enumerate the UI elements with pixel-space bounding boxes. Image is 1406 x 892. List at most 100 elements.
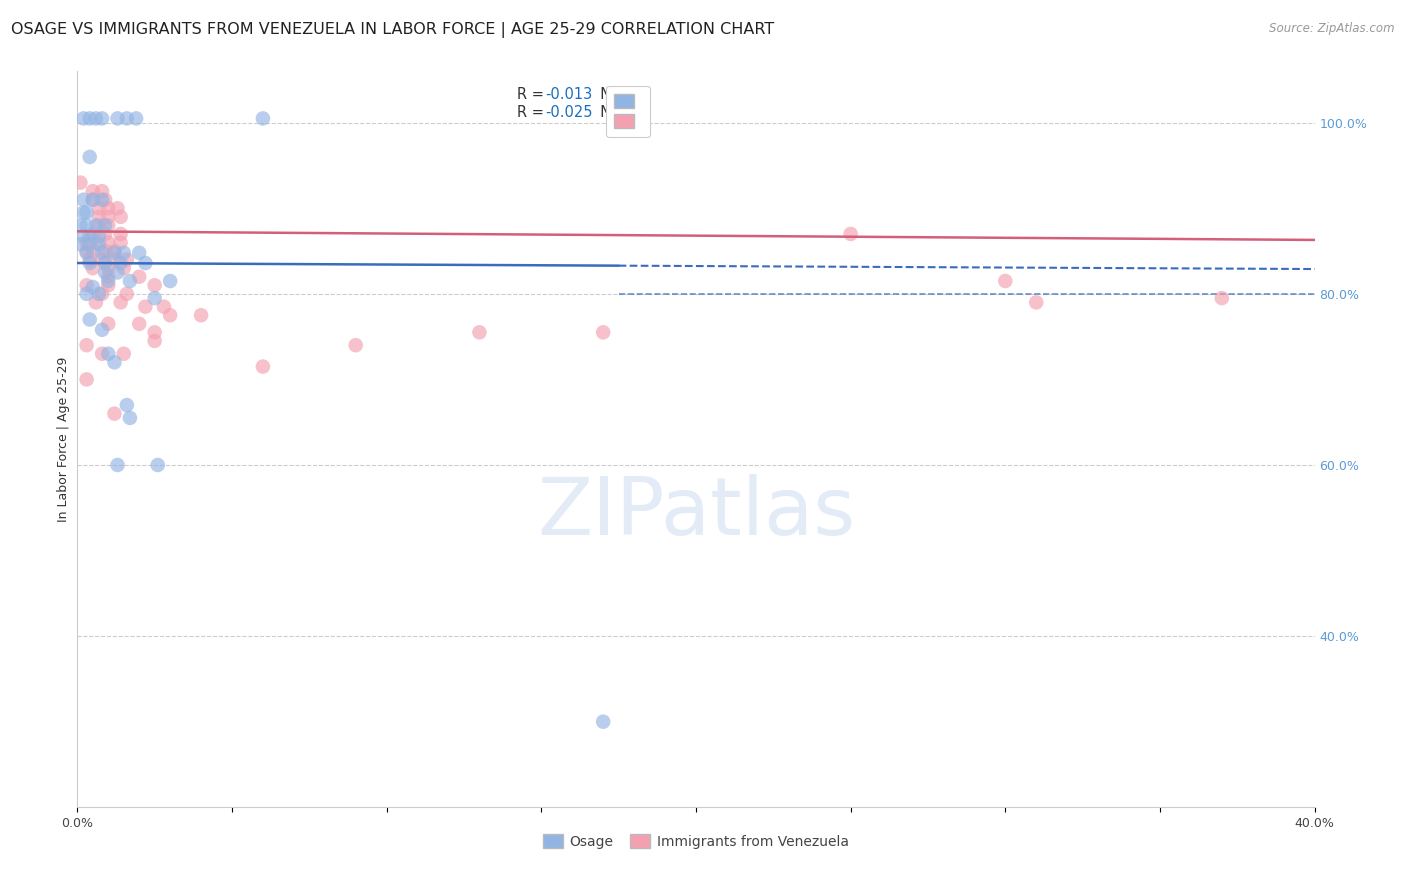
Point bbox=[84, 235, 107, 250]
Point bbox=[97, 278, 120, 293]
Point bbox=[994, 274, 1017, 288]
Point bbox=[252, 359, 274, 374]
Point bbox=[91, 286, 114, 301]
Point bbox=[97, 210, 120, 224]
Point bbox=[94, 244, 117, 258]
Point bbox=[94, 256, 117, 270]
Point bbox=[87, 237, 110, 252]
Text: R =: R = bbox=[516, 87, 548, 103]
Point bbox=[153, 300, 176, 314]
Point bbox=[118, 274, 141, 288]
Text: R =: R = bbox=[516, 105, 548, 120]
Point bbox=[94, 227, 117, 241]
Point bbox=[82, 244, 104, 258]
Point bbox=[112, 245, 135, 260]
Point bbox=[72, 205, 94, 219]
Point bbox=[91, 323, 114, 337]
Point bbox=[94, 265, 117, 279]
Point bbox=[112, 261, 135, 276]
Point bbox=[76, 372, 98, 386]
Point bbox=[91, 112, 114, 126]
Point bbox=[84, 219, 107, 233]
Point bbox=[134, 300, 156, 314]
Point bbox=[115, 112, 138, 126]
Point bbox=[76, 286, 98, 301]
Point bbox=[110, 256, 132, 270]
Point bbox=[79, 312, 101, 326]
Point bbox=[97, 219, 120, 233]
Text: N =: N = bbox=[591, 87, 633, 103]
Point bbox=[84, 295, 107, 310]
Text: N =: N = bbox=[591, 105, 633, 120]
Point bbox=[143, 291, 166, 305]
Point bbox=[97, 347, 120, 361]
Point bbox=[839, 227, 862, 241]
Point bbox=[134, 256, 156, 270]
Point bbox=[128, 245, 150, 260]
Point bbox=[87, 219, 110, 233]
Point bbox=[76, 338, 98, 352]
Text: -0.025: -0.025 bbox=[546, 105, 592, 120]
Y-axis label: In Labor Force | Age 25-29: In Labor Force | Age 25-29 bbox=[58, 357, 70, 522]
Point bbox=[1025, 295, 1047, 310]
Point bbox=[82, 227, 104, 241]
Point bbox=[110, 210, 132, 224]
Point bbox=[76, 245, 98, 260]
Point bbox=[79, 228, 101, 243]
Point bbox=[252, 112, 274, 126]
Point bbox=[94, 193, 117, 207]
Text: 60: 60 bbox=[617, 105, 636, 120]
Point bbox=[1211, 291, 1233, 305]
Text: ZIPatlas: ZIPatlas bbox=[537, 474, 855, 552]
Point bbox=[115, 398, 138, 412]
Text: Source: ZipAtlas.com: Source: ZipAtlas.com bbox=[1270, 22, 1395, 36]
Point bbox=[110, 235, 132, 250]
Point bbox=[344, 338, 367, 352]
Point bbox=[128, 269, 150, 284]
Point bbox=[159, 308, 181, 322]
Point bbox=[87, 286, 110, 301]
Point bbox=[79, 237, 101, 252]
Point bbox=[91, 184, 114, 198]
Point bbox=[76, 219, 98, 233]
Point bbox=[107, 265, 129, 279]
Point bbox=[115, 286, 138, 301]
Point bbox=[190, 308, 212, 322]
Point bbox=[125, 112, 148, 126]
Point bbox=[91, 347, 114, 361]
Point bbox=[468, 326, 491, 340]
Point bbox=[91, 245, 114, 260]
Point bbox=[103, 252, 125, 267]
Point bbox=[143, 334, 166, 348]
Point bbox=[110, 227, 132, 241]
Point bbox=[592, 326, 614, 340]
Point bbox=[110, 295, 132, 310]
Point bbox=[146, 458, 169, 472]
Text: -0.013: -0.013 bbox=[546, 87, 592, 103]
Point bbox=[159, 274, 181, 288]
Point bbox=[79, 150, 101, 164]
Point bbox=[103, 245, 125, 260]
Point bbox=[97, 201, 120, 215]
Point bbox=[91, 252, 114, 267]
Point bbox=[69, 219, 91, 233]
Point bbox=[87, 201, 110, 215]
Point bbox=[79, 256, 101, 270]
Point bbox=[87, 210, 110, 224]
Point bbox=[91, 193, 114, 207]
Point bbox=[107, 112, 129, 126]
Point bbox=[592, 714, 614, 729]
Point bbox=[103, 355, 125, 369]
Point bbox=[97, 274, 120, 288]
Point bbox=[103, 244, 125, 258]
Point bbox=[72, 193, 94, 207]
Point bbox=[103, 407, 125, 421]
Point bbox=[107, 201, 129, 215]
Point bbox=[72, 228, 94, 243]
Point bbox=[107, 458, 129, 472]
Point bbox=[82, 280, 104, 294]
Point bbox=[72, 112, 94, 126]
Text: 37: 37 bbox=[617, 87, 636, 103]
Point bbox=[82, 261, 104, 276]
Text: OSAGE VS IMMIGRANTS FROM VENEZUELA IN LABOR FORCE | AGE 25-29 CORRELATION CHART: OSAGE VS IMMIGRANTS FROM VENEZUELA IN LA… bbox=[11, 22, 775, 38]
